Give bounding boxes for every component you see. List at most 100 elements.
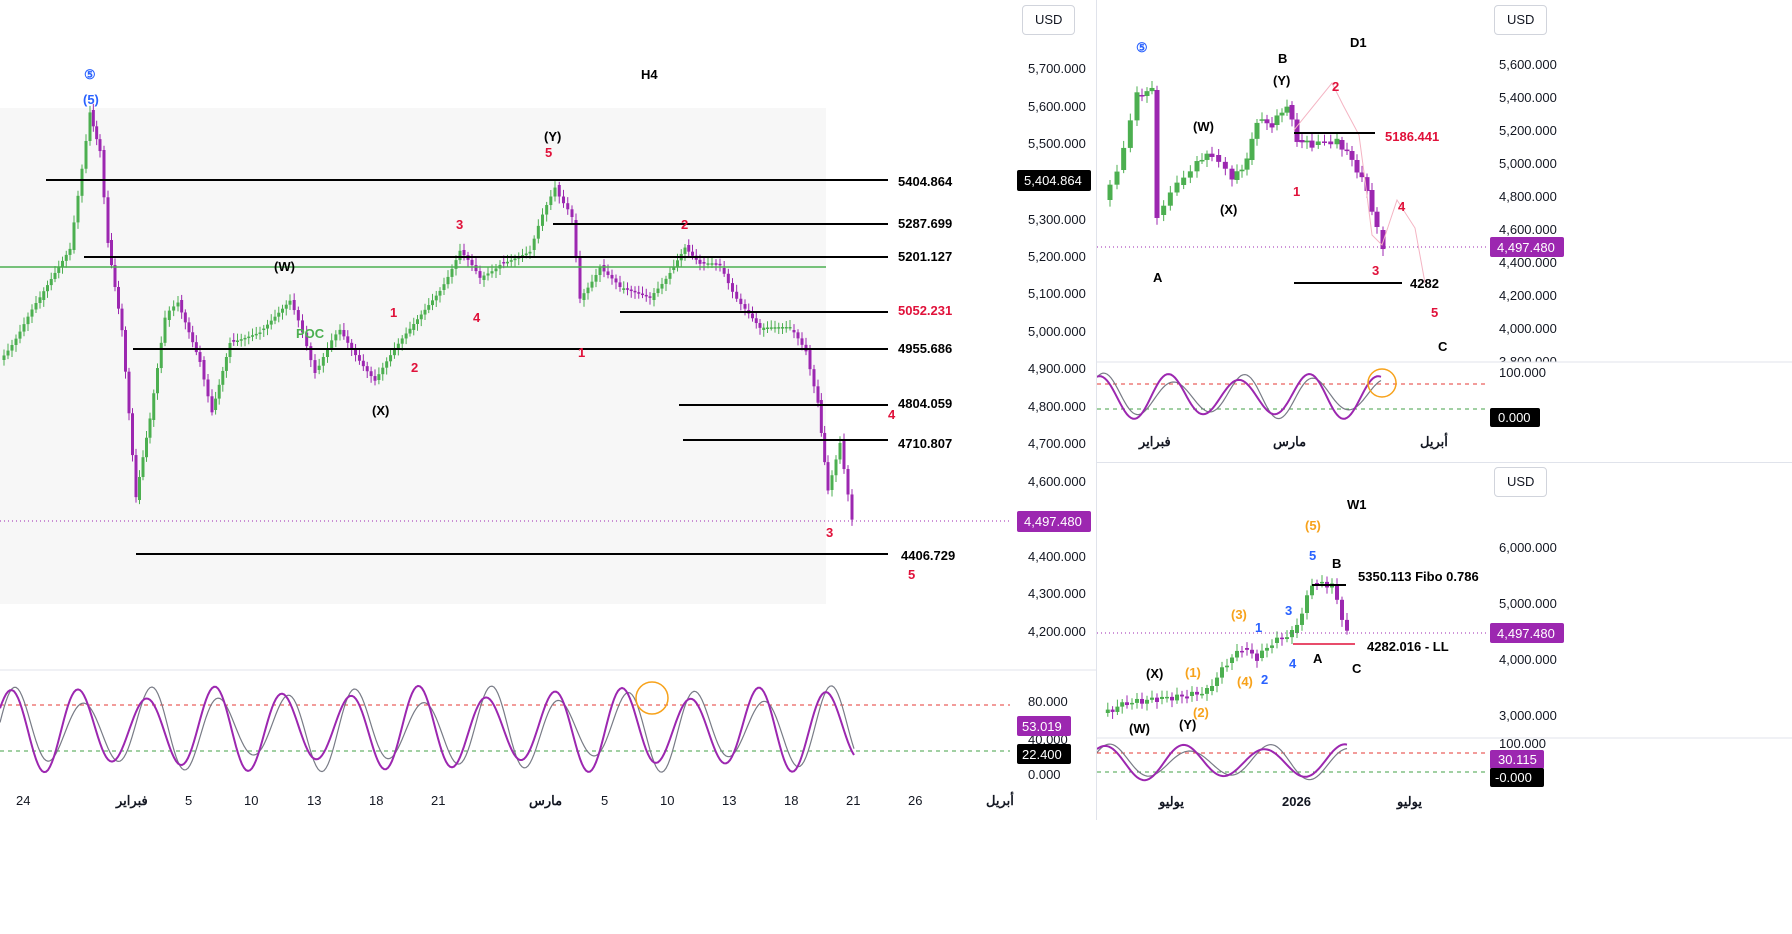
candle-body [502, 262, 506, 264]
candle-body [450, 268, 454, 277]
candle-body [434, 295, 438, 301]
h4-wave-label: 4 [888, 407, 896, 422]
candle-body [381, 367, 385, 375]
candle-body [167, 310, 171, 320]
candle-body [823, 432, 827, 463]
candle-body [462, 250, 466, 256]
candle-body [687, 245, 691, 252]
h4-time-tick: 24 [16, 793, 30, 808]
d1-time-tick: أبريل [1420, 433, 1448, 450]
w1-wave-label: 3 [1285, 603, 1292, 618]
candle-body [1349, 151, 1355, 160]
h4-chart-svg[interactable]: POC 5404.864 5287.699 5201.127 5052.231 … [0, 0, 1096, 820]
candle-body [1170, 696, 1174, 701]
h4-wave-label: 2 [681, 217, 688, 232]
candle-body [850, 494, 854, 520]
candle-body [313, 360, 317, 373]
h4-osc-signal-value: 22.400 [1022, 747, 1062, 762]
h4-chart-panel[interactable]: USD POC 5404.864 5287.699 5201.127 5052.… [0, 0, 1096, 820]
h4-marked-level-badge [1017, 170, 1091, 191]
d1-price-tick: 4,200.000 [1499, 288, 1557, 303]
candle-body [127, 371, 131, 414]
candle-body [10, 344, 14, 351]
candle-body [1181, 177, 1187, 185]
candle-body [618, 282, 622, 288]
candle-body [106, 197, 110, 243]
candle-body [1167, 192, 1173, 206]
h4-level-label: 5404.864 [898, 174, 953, 189]
candle-body [254, 333, 258, 336]
candle-body [1294, 119, 1300, 142]
candle-body [562, 196, 565, 204]
candle-body [1265, 647, 1269, 651]
candle-body [172, 306, 176, 311]
candle-body [1140, 698, 1144, 704]
candle-body [524, 253, 528, 256]
candle-body [1161, 205, 1167, 215]
w1-level-label: 4282.016 - LL [1367, 639, 1449, 654]
candle-body [1204, 153, 1210, 160]
d1-price-tick: 4,600.000 [1499, 222, 1557, 237]
h4-wave-label: (Y) [544, 129, 561, 144]
candle-body [702, 262, 706, 264]
h4-time-tick: 21 [431, 793, 445, 808]
candle-body [1239, 169, 1245, 172]
candle-body [18, 331, 22, 339]
h4-currency-button[interactable]: USD [1022, 5, 1076, 35]
candle-body [1205, 688, 1209, 694]
candle-body [494, 268, 498, 272]
candle-body [68, 248, 72, 255]
w1-chart-svg[interactable]: 5350.113 Fibo 0.786 4282.016 - LL W1 (5)… [1097, 463, 1792, 820]
candle-body [1107, 184, 1113, 200]
d1-osc-value-badge [1490, 408, 1540, 427]
candle-body [113, 265, 117, 287]
w1-currency-button[interactable]: USD [1494, 467, 1548, 497]
candle-body [664, 278, 668, 284]
d1-osc-main-line [1097, 372, 1382, 420]
candle-body [224, 356, 228, 371]
candle-body [1285, 637, 1289, 640]
candle-body [64, 254, 68, 261]
d1-chart-panel[interactable]: USD 5186.441 4282 D1 ⑤ B (Y) (W) (X) A 1… [1097, 0, 1792, 462]
d1-wave-label: (X) [1220, 202, 1237, 217]
d1-wave-label: 2 [1332, 79, 1339, 94]
candle-body [159, 342, 163, 369]
candle-body [266, 324, 269, 329]
candle-body [751, 313, 754, 319]
candle-body [262, 328, 266, 331]
w1-chart-panel[interactable]: USD 5350.113 Fibo 0.786 4282.016 - LL W1… [1097, 463, 1792, 820]
candle-body [796, 332, 800, 339]
d1-price-tick: 5,200.000 [1499, 123, 1557, 138]
candle-body [1105, 709, 1110, 713]
candle-body [1359, 172, 1365, 178]
w1-osc-main-value: 30.115 [1498, 752, 1537, 767]
d1-chart-svg[interactable]: 5186.441 4282 D1 ⑤ B (Y) (W) (X) A 1 2 3… [1097, 0, 1792, 462]
candle-body [124, 330, 127, 372]
w1-wave-label: 2 [1261, 672, 1268, 687]
h4-osc-signal-badge [1017, 744, 1071, 764]
d1-price-tick: 4,400.000 [1499, 255, 1557, 270]
d1-wave-label: 3 [1372, 263, 1379, 278]
h4-price-tick: 5,300.000 [1028, 212, 1086, 227]
candle-body [1305, 595, 1309, 613]
w1-osc-signal-line [1097, 743, 1348, 781]
candle-body [95, 126, 99, 140]
candle-body [350, 342, 354, 350]
d1-currency-button[interactable]: USD [1494, 5, 1548, 35]
candle-body [722, 268, 726, 274]
d1-price-tick: 5,600.000 [1499, 57, 1557, 72]
candle-body [1222, 161, 1228, 169]
candle-body [416, 319, 419, 324]
candle-body [243, 337, 247, 340]
d1-candles [1107, 80, 1386, 257]
candle-body [1199, 159, 1205, 162]
h4-time-tick: 13 [722, 793, 736, 808]
candle-body [1289, 105, 1295, 120]
candle-body [1320, 581, 1324, 584]
candle-body [762, 327, 766, 330]
candle-body [637, 292, 641, 294]
candle-body [1229, 168, 1235, 180]
candle-body [1290, 630, 1294, 638]
h4-time-tick: 13 [307, 793, 321, 808]
h4-price-tick: 4,800.000 [1028, 399, 1086, 414]
